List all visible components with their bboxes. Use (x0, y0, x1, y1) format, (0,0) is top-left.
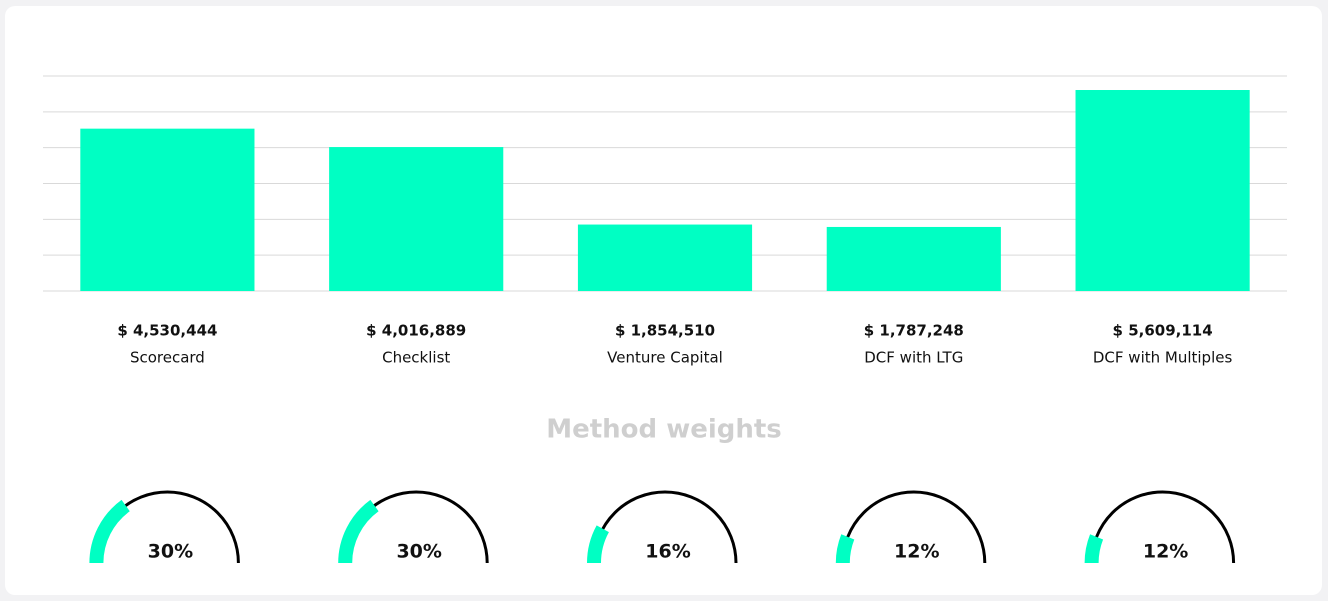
value-label: $ 4,016,889 (366, 322, 466, 340)
gauge-label: 30% (148, 541, 193, 563)
gauge-label: 12% (1143, 541, 1188, 563)
gauge-label: 12% (894, 541, 939, 563)
bar (1075, 90, 1250, 292)
value-label: $ 4,530,444 (117, 322, 217, 340)
category-label: Checklist (382, 349, 450, 367)
gauge-track (1090, 490, 1236, 564)
category-label: DCF with LTG (864, 349, 963, 367)
gauge-fill (835, 534, 855, 564)
gauge-label: 16% (645, 541, 690, 563)
gauge-track (841, 490, 987, 564)
gauge-fill (89, 499, 130, 564)
gauge-title: Method weights (546, 415, 782, 445)
category-label: DCF with Multiples (1093, 349, 1233, 367)
bar (577, 224, 753, 291)
bar (80, 128, 255, 291)
value-label: $ 5,609,114 (1113, 322, 1213, 340)
value-label: $ 1,787,248 (864, 322, 964, 340)
category-label: Venture Capital (607, 349, 723, 367)
gauge-label: 30% (396, 541, 441, 563)
gauge-fill (338, 499, 379, 564)
bar (329, 147, 504, 291)
category-label: Scorecard (130, 349, 205, 367)
gauge-fill (1084, 534, 1104, 564)
gauge-fill (587, 525, 610, 564)
value-label: $ 1,854,510 (615, 322, 715, 340)
bar (826, 226, 1001, 291)
